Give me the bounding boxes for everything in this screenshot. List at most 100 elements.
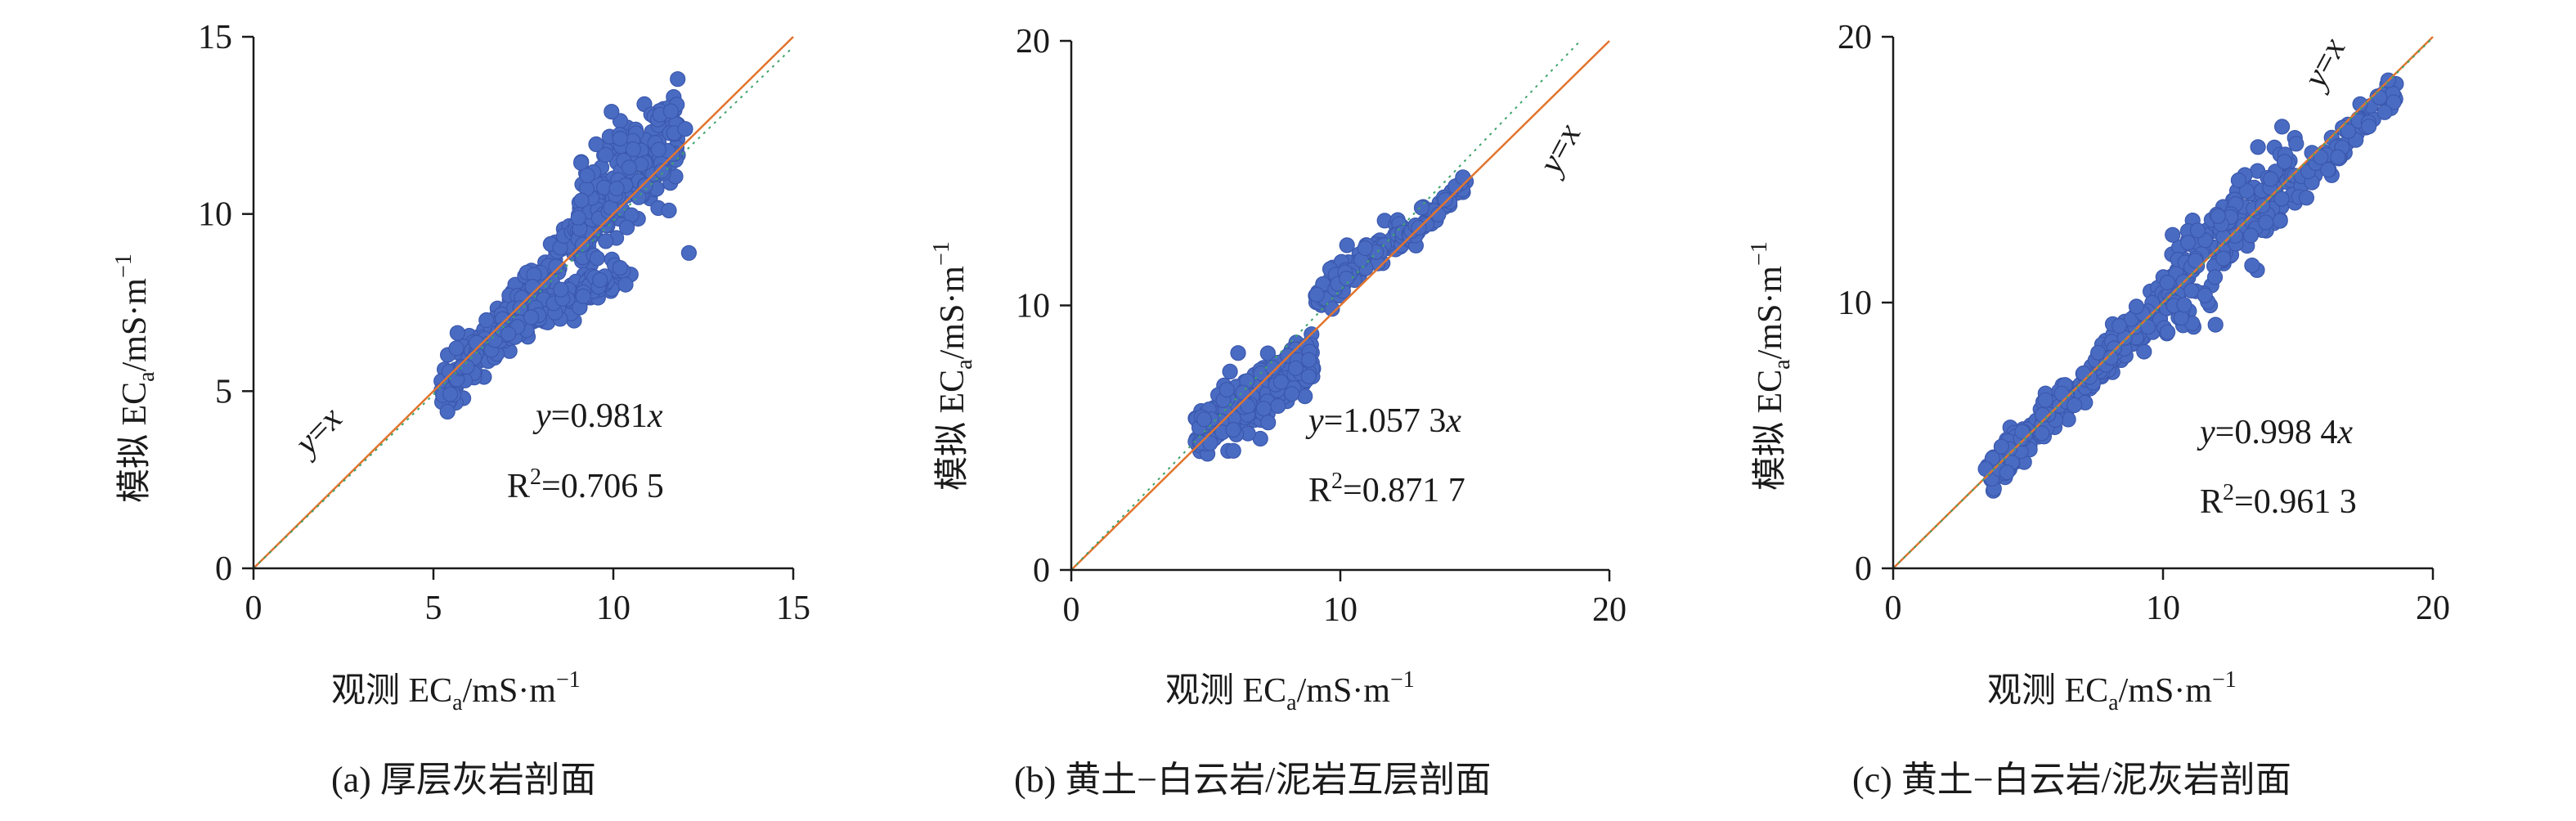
- panel-c-y-tick-label: 0: [1855, 550, 1872, 588]
- panel-a-y-tick-label: 15: [198, 19, 232, 56]
- panel-c: 0 10 20 0 10 20 y=x y=0.998 4x R2=0.961 3 观测 …: [1747, 19, 2450, 800]
- panel-a-point-395: [612, 130, 628, 147]
- panel-c-point-451: [2180, 235, 2197, 251]
- panel-a-axes: 0 5 10 15 0 5 10 15: [198, 19, 810, 627]
- panel-c-point-249: [1999, 464, 2015, 481]
- panel-c-point-256: [2076, 365, 2092, 382]
- panel-a-plot: 0 5 10 15 0 5 10 15: [198, 19, 810, 627]
- panel-c-point-408: [2215, 250, 2232, 267]
- panel-a-point-415: [608, 181, 625, 197]
- panel-a-y-tick-label: 10: [198, 196, 232, 234]
- panel-a-x-tick-label: 10: [596, 590, 631, 627]
- panel-c-point-236: [1977, 460, 1994, 478]
- panel-a-point-553: [662, 103, 680, 119]
- panel-b-y-tick-label: 20: [1016, 23, 1050, 61]
- panel-a-point-414: [650, 141, 667, 158]
- panel-c-x-tick-label: 0: [1885, 590, 1902, 627]
- panel-b-point-208: [1284, 386, 1300, 402]
- panel-b-y-tick-label: 10: [1016, 288, 1050, 325]
- panel-a-point-191: [442, 386, 459, 402]
- panel-c-axes: 0 10 20 0 10 20: [1838, 19, 2450, 627]
- panel-c-fit-line: [1892, 37, 2434, 569]
- panel-a-point-172: [548, 258, 564, 275]
- panel-c-point-522: [2385, 94, 2402, 110]
- panel-a-identity-line: [253, 36, 794, 569]
- panel-b-points: [1187, 169, 1474, 462]
- panel-a-x-tick-label: 15: [776, 590, 810, 627]
- panel-c-point-458: [2188, 253, 2204, 269]
- panel-a-point-174: [478, 312, 495, 329]
- panel-c-equation: y=0.998 4x: [2197, 414, 2353, 451]
- panel-a-point-410: [570, 209, 586, 226]
- panel-c-point-257: [2053, 385, 2070, 402]
- panel-c-point-234: [2067, 397, 2083, 414]
- panel-a-point-411: [653, 163, 670, 179]
- panel-a-point-366: [661, 202, 677, 218]
- panel-a-y-axis-label: 模拟 ECa/mS·m−1: [111, 253, 159, 503]
- panel-c-point-244: [2014, 424, 2031, 440]
- panel-a: 0 5 10 15 0 5 10 15 y=x y=0.981x R2=0.706 5 观测 …: [111, 19, 810, 800]
- panel-b-point-396: [1222, 363, 1238, 379]
- panel-a-r2: R2=0.706 5: [507, 464, 664, 505]
- panel-c-identity-label: y=x: [2295, 32, 2353, 96]
- panel-a-points: [433, 71, 698, 419]
- panel-c-point-421: [2244, 258, 2260, 274]
- panel-b-point-394: [1437, 191, 1453, 209]
- panel-a-point-546: [591, 271, 608, 289]
- panel-b-point-9: [1259, 345, 1277, 361]
- panel-a-point-548: [617, 276, 634, 293]
- panel-b-x-tick-label: 0: [1063, 591, 1080, 629]
- panel-b-fit-line: [1070, 40, 1582, 571]
- panel-c-point-375: [2207, 316, 2224, 333]
- panel-c-points: [1977, 72, 2404, 499]
- panel-c-point-397: [2242, 227, 2259, 244]
- panel-c-point-444: [2183, 282, 2200, 298]
- panel-b-point-209: [1260, 415, 1277, 431]
- panel-c-point-526: [2361, 119, 2377, 135]
- panel-c-x-axis-label: 观测 ECa/mS·m−1: [1987, 667, 2237, 716]
- panel-a-identity-label: y=x: [285, 400, 349, 464]
- panel-a-caption: (a) 厚层灰岩剖面: [331, 760, 596, 800]
- panel-c-point-511: [2298, 190, 2314, 206]
- panel-c-point-445: [2263, 171, 2279, 187]
- panel-a-point-540: [553, 281, 569, 298]
- panel-c-point-420: [2258, 214, 2274, 231]
- panel-c-point-523: [2372, 89, 2388, 105]
- panel-b-x-axis-label: 观测 ECa/mS·m−1: [1165, 667, 1415, 716]
- panel-c-point-248: [2111, 317, 2128, 334]
- panel-c-point-442: [2165, 227, 2181, 243]
- panel-a-point-380: [573, 192, 590, 209]
- panel-b-caption: (b) 黄土−白云岩/泥岩互层剖面: [1014, 760, 1491, 800]
- panel-a-point-552: [677, 121, 693, 137]
- panel-c-point-259: [2140, 319, 2156, 335]
- panel-b-point-238: [1240, 397, 1256, 414]
- panel-b-point-229: [1287, 360, 1304, 376]
- panel-a-point-385: [588, 136, 604, 152]
- panel-a-point-417: [621, 159, 638, 176]
- panel-a-point-544: [523, 309, 540, 325]
- panel-a-point-198: [439, 403, 456, 419]
- panel-c-point-436: [2159, 274, 2175, 291]
- panel-b-point-232: [1202, 435, 1218, 451]
- panel-b-plot: 0 10 20 0 10 20: [1016, 23, 1627, 629]
- panel-a-point-405: [631, 189, 647, 205]
- panel-c-point-447: [2206, 269, 2224, 285]
- panel-a-point-381: [572, 155, 590, 171]
- panel-a-point-409: [618, 219, 635, 236]
- panel-c-point-531: [2230, 172, 2246, 189]
- panel-c-point-334: [2250, 139, 2266, 155]
- panel-a-point-193: [459, 359, 475, 375]
- panel-a-point-403: [579, 168, 595, 184]
- panel-b-axes: 0 10 20 0 10 20: [1016, 23, 1627, 629]
- panel-c-point-401: [2160, 324, 2176, 340]
- panel-c-x-tick-label: 20: [2416, 590, 2450, 627]
- panel-b-point-237: [1218, 382, 1235, 398]
- panel-b-point-382: [1430, 206, 1447, 223]
- panel-c-point-258: [2128, 298, 2145, 315]
- panel-c-point-530: [2276, 154, 2293, 170]
- panel-c-point-459: [2210, 208, 2226, 224]
- panel-a-point-392: [625, 141, 641, 158]
- panel-a-x-axis-label: 观测 ECa/mS·m−1: [331, 667, 581, 716]
- panel-a-point-329: [670, 71, 686, 87]
- panel-b-equation: y=1.057 3x: [1305, 402, 1461, 440]
